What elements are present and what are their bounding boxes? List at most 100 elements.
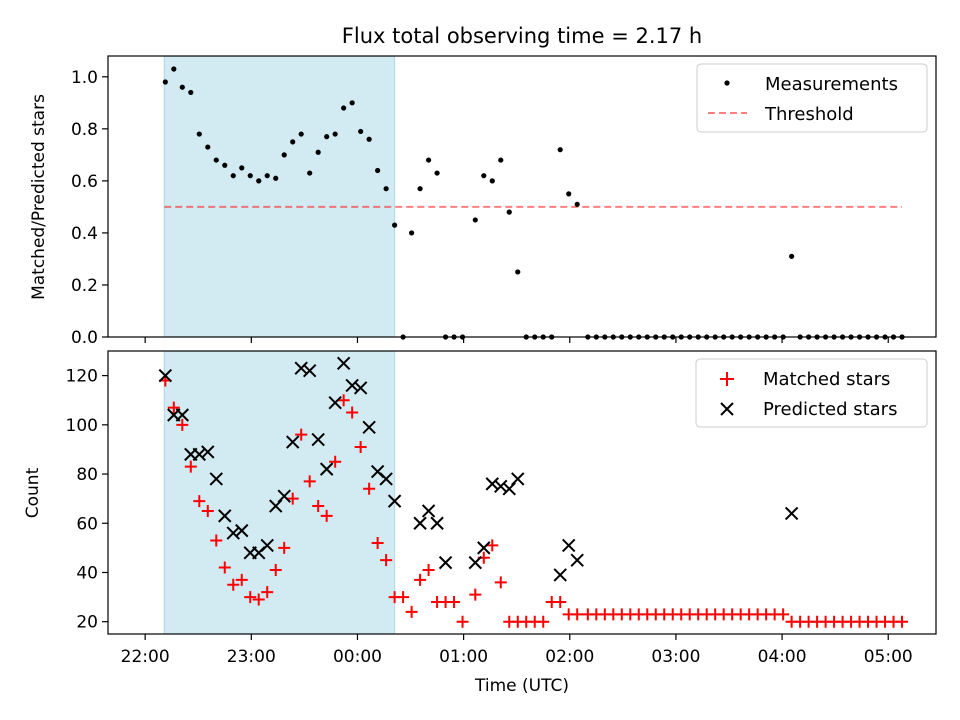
ratio-observing-window <box>163 55 396 338</box>
predicted-legend-label: Predicted stars <box>763 399 897 420</box>
measurement-point <box>307 170 313 176</box>
matched-star-point <box>218 561 231 574</box>
measurement-point <box>349 100 355 106</box>
measurement-point <box>256 178 262 184</box>
measurement-point <box>222 162 228 168</box>
count-y-tick-label: 100 <box>66 416 98 436</box>
predicted-star-point <box>277 489 291 503</box>
x-tick-label: 22:00 <box>121 647 170 667</box>
predicted-star-point <box>438 555 453 570</box>
matched-star-point <box>414 573 427 586</box>
predicted-star-point <box>175 408 190 422</box>
matched-star-point <box>777 608 790 621</box>
matched-star-point <box>354 440 367 453</box>
measurement-point <box>425 157 432 163</box>
matched-star-point <box>295 428 308 441</box>
predicted-star-point <box>511 472 525 486</box>
matched-star-point <box>269 564 282 577</box>
matched-star-point <box>312 500 325 513</box>
matched-star-point <box>363 482 376 495</box>
matched-star-point <box>537 615 550 628</box>
predicted-star-point <box>319 462 334 476</box>
predicted-star-point <box>209 472 223 486</box>
predicted-star-point <box>562 538 576 553</box>
predicted-star-point <box>413 516 427 530</box>
x-tick-label: 00:00 <box>333 647 382 667</box>
predicted-star-point <box>218 509 232 523</box>
matched-star-point <box>469 588 482 601</box>
ratio-y-tick-label: 0.4 <box>71 224 98 244</box>
matched-star-point <box>201 504 214 517</box>
matched-star-point <box>278 541 291 554</box>
measurement-point <box>315 149 321 155</box>
measurement-point <box>434 170 440 176</box>
matched-star-point <box>486 539 499 552</box>
measurement-point <box>506 209 512 215</box>
measurement-point <box>481 173 487 179</box>
matched-star-point <box>193 495 206 508</box>
x-tick-label: 02:00 <box>545 647 594 667</box>
ratio-y-axis-label: Matched/Predicted stars <box>29 94 49 300</box>
measurement-point <box>515 269 521 275</box>
matched-star-point <box>184 460 197 473</box>
predicted-star-point <box>430 516 444 530</box>
matched-legend-label: Matched stars <box>763 369 890 390</box>
measurement-point <box>341 105 347 111</box>
count-y-tick-label: 40 <box>76 563 98 583</box>
matched-legend-marker <box>720 372 734 386</box>
measurement-point <box>417 186 423 192</box>
matched-star-point <box>176 418 189 431</box>
measurement-point <box>332 131 338 137</box>
measurement-point <box>574 201 580 207</box>
x-tick-label: 23:00 <box>227 647 276 667</box>
measurement-point <box>298 131 304 137</box>
matched-star-point <box>235 573 248 586</box>
ratio-y-tick-label: 1.0 <box>71 68 98 88</box>
measurements-legend-marker <box>724 80 730 86</box>
measurement-point <box>392 222 398 228</box>
matched-star-point <box>261 586 274 599</box>
matched-star-point <box>167 401 180 414</box>
matched-star-point <box>329 455 342 468</box>
measurement-point <box>188 89 194 96</box>
matched-star-point <box>252 593 265 606</box>
measurement-point <box>196 131 202 137</box>
matched-star-point <box>422 564 435 577</box>
count-legend: Matched stars Predicted stars <box>695 358 928 428</box>
predicted-star-point <box>421 504 436 518</box>
predicted-star-point <box>784 506 799 521</box>
measurement-point <box>281 152 287 158</box>
measurement-point <box>498 157 504 163</box>
measurement-point <box>162 79 168 85</box>
predicted-star-point <box>379 472 393 486</box>
predicted-star-point <box>553 568 567 582</box>
predicted-legend-marker <box>720 402 734 416</box>
measurement-point <box>290 139 296 145</box>
matched-star-point <box>494 576 507 589</box>
matched-star-point <box>371 536 384 549</box>
matched-star-point <box>456 615 469 628</box>
x-tick-label: 03:00 <box>651 647 700 667</box>
matched-star-point <box>346 406 359 419</box>
measurement-point <box>273 175 279 181</box>
count-y-tick-label: 60 <box>76 514 98 534</box>
ratio-y-tick-label: 0.8 <box>71 120 98 140</box>
measurement-point <box>375 167 381 174</box>
matched-star-point <box>244 591 257 604</box>
measurements-legend-label: Measurements <box>765 74 898 95</box>
count-panel: 20 40 60 80 100 120 22:00 23:00 00:00 01:00 02:00 0… <box>23 350 937 667</box>
count-y-tick-label: 20 <box>76 613 98 633</box>
matched-star-point <box>210 534 223 547</box>
predicted-star-point <box>477 541 491 555</box>
x-tick-label: 04:00 <box>758 647 807 667</box>
x-axis-label: Time (UTC) <box>474 676 569 696</box>
measurement-point <box>205 144 211 150</box>
predicted-star-point <box>192 447 206 462</box>
count-y-tick-label: 120 <box>66 367 98 387</box>
predicted-star-point <box>345 378 359 393</box>
predicted-star-point <box>468 555 482 570</box>
ratio-y-tick-label: 0.0 <box>71 328 98 348</box>
predicted-star-point <box>158 368 173 383</box>
measurement-point <box>557 147 563 153</box>
